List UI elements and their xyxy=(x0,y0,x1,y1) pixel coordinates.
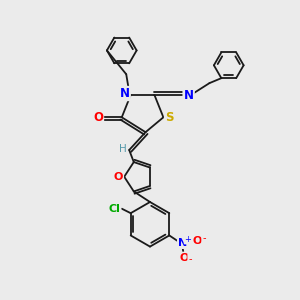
Text: O: O xyxy=(179,253,189,263)
Text: -: - xyxy=(188,254,192,264)
Text: -: - xyxy=(202,233,206,243)
Text: O: O xyxy=(193,236,202,246)
Text: N: N xyxy=(178,238,187,248)
Text: N: N xyxy=(120,87,130,100)
Text: O: O xyxy=(93,111,103,124)
Text: +: + xyxy=(184,235,191,244)
Text: H: H xyxy=(119,143,127,154)
Text: N: N xyxy=(184,88,194,101)
Text: O: O xyxy=(114,172,123,182)
Text: S: S xyxy=(165,111,174,124)
Text: Cl: Cl xyxy=(108,204,120,214)
